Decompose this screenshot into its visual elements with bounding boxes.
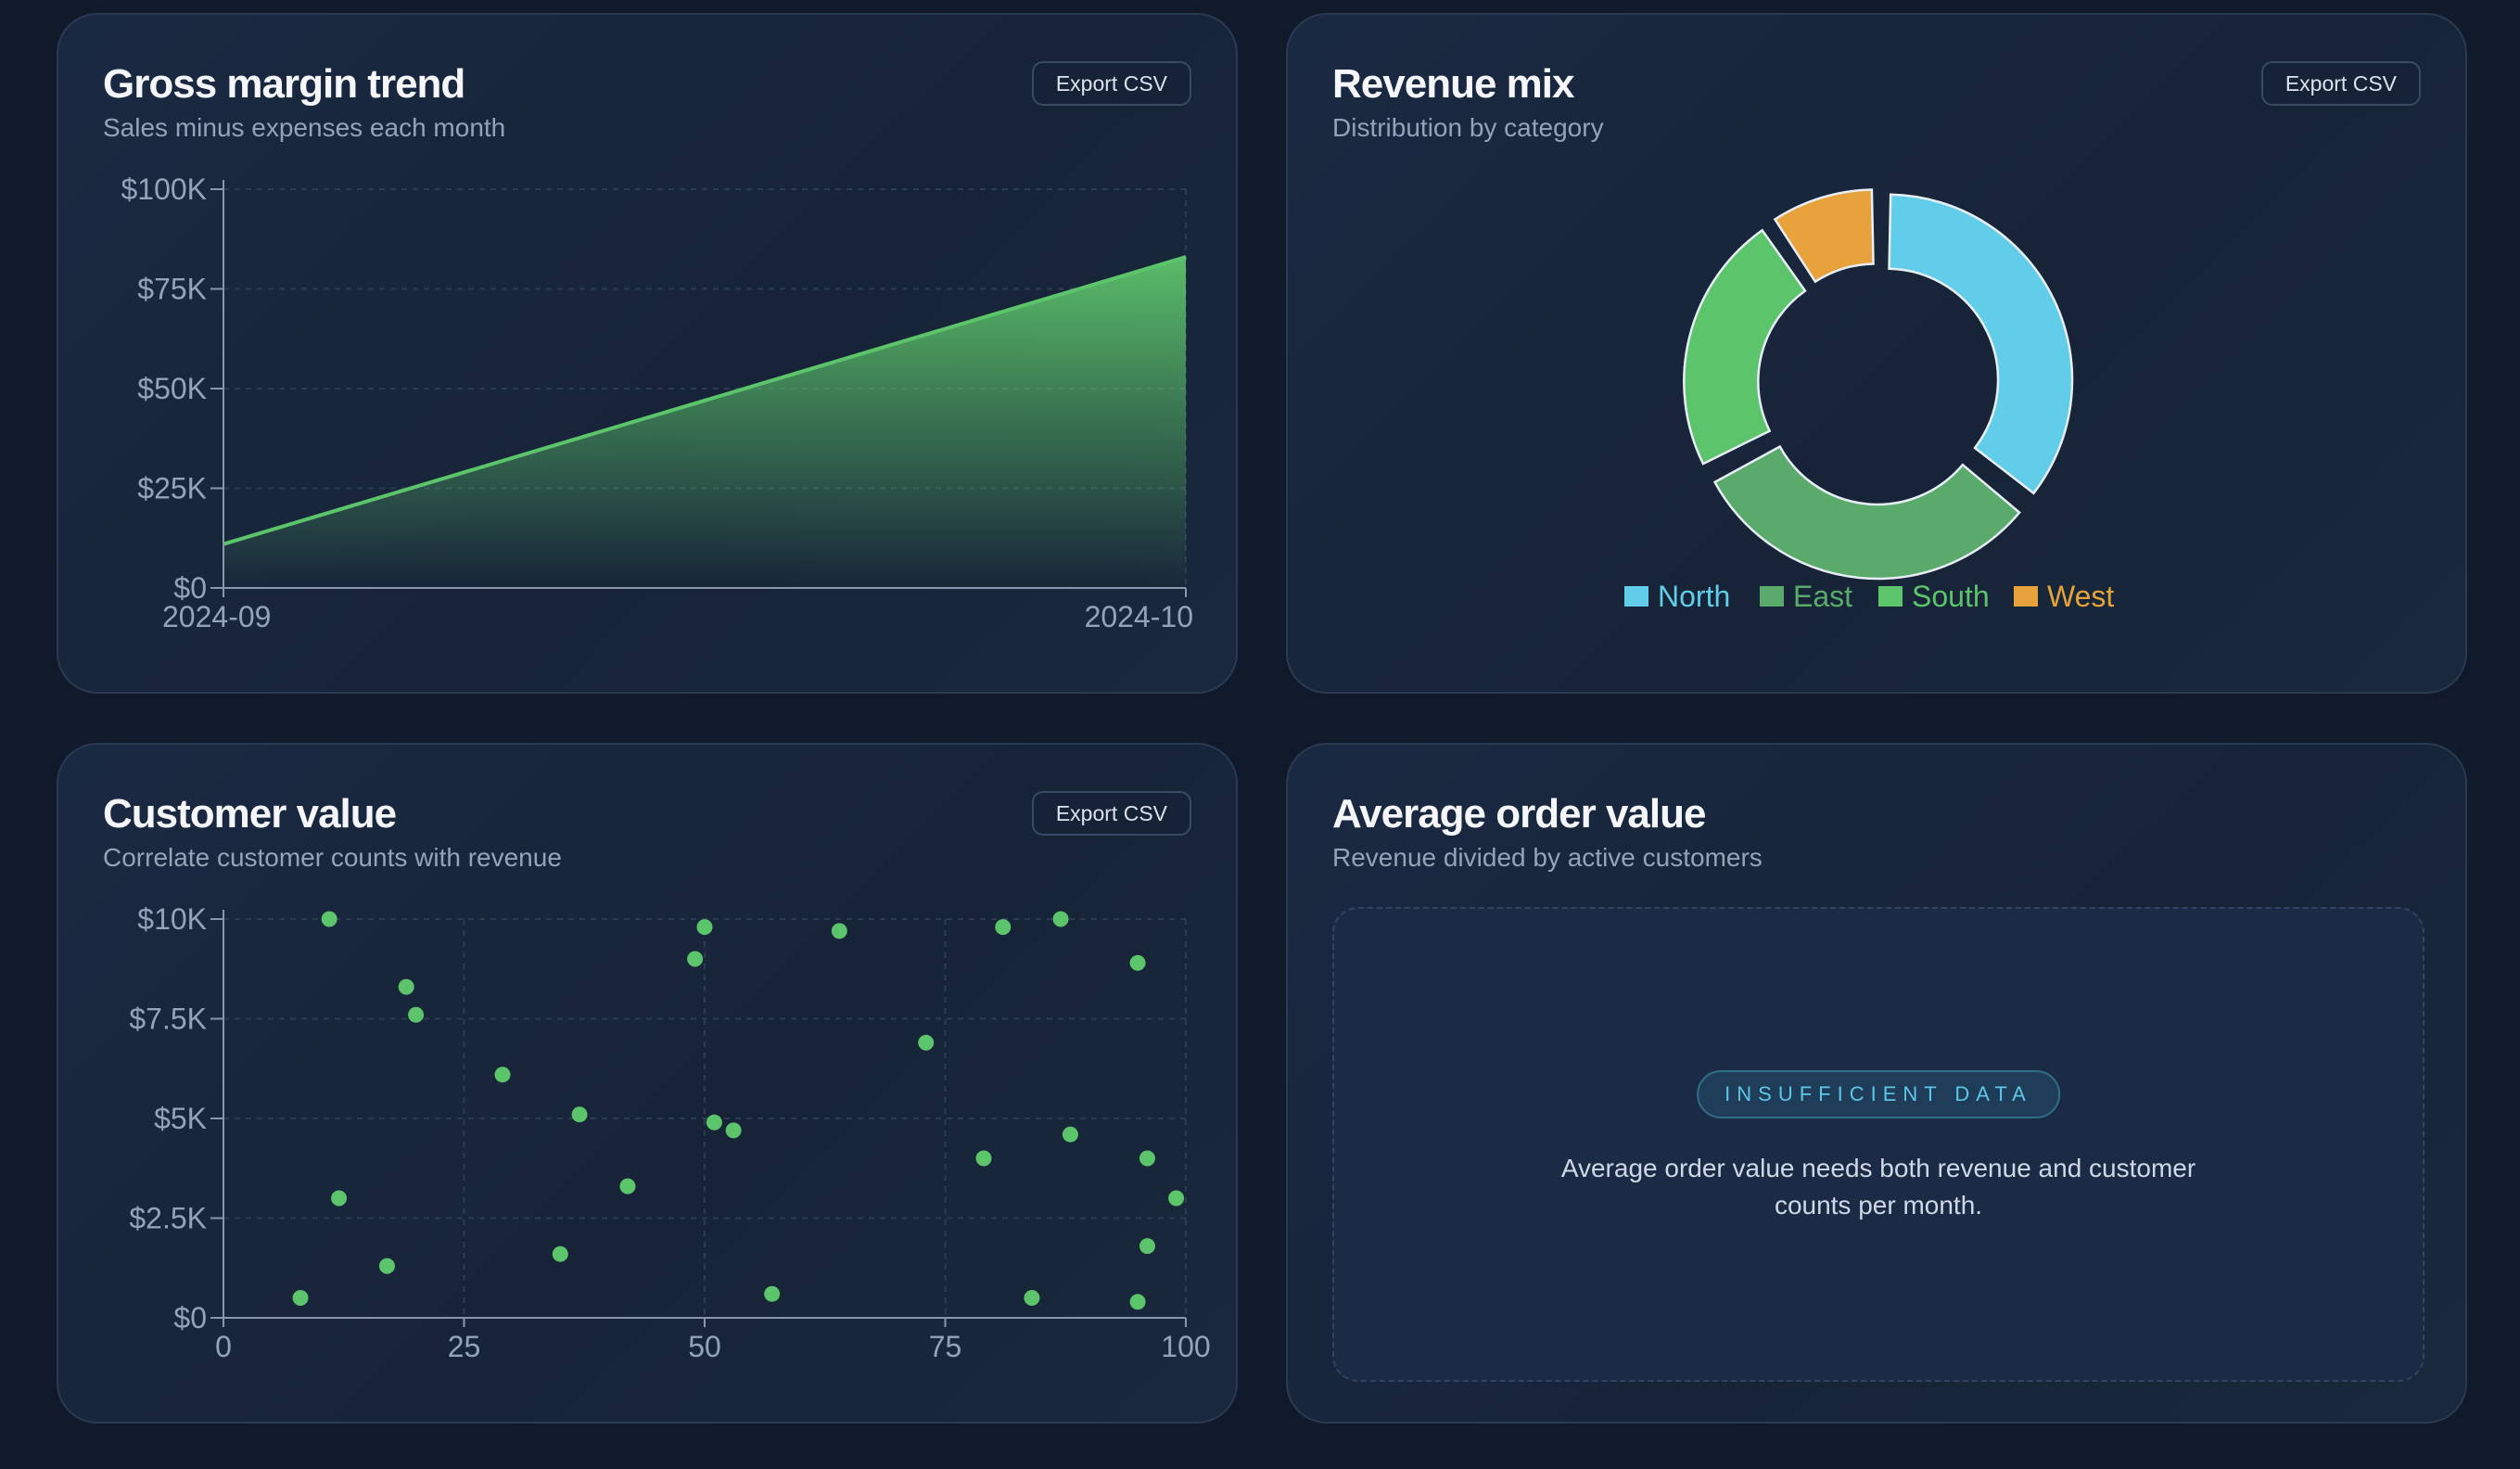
gross-margin-area-chart: $0 $25K $50K $75K $100K 2024-09 2024-10 [121, 172, 1193, 633]
x-tick-label: 0 [215, 1330, 232, 1363]
scatter-point [995, 919, 1012, 936]
y-tick-label: $7.5K [129, 1003, 207, 1036]
customer-value-scatter-chart: $0 $2.5K $5K $7.5K $10K 0 25 50 75 100 [129, 902, 1210, 1363]
scatter-point [918, 1034, 935, 1051]
area-fill [223, 257, 1186, 588]
x-tick-label: 100 [1161, 1330, 1210, 1363]
revenue-mix-donut-chart: North East South West [1624, 188, 2114, 613]
y-tick-label: $25K [137, 472, 207, 505]
scatter-point [975, 1150, 992, 1167]
legend-swatch-south [1878, 586, 1903, 607]
legend-swatch-east [1760, 586, 1784, 607]
scatter-point [1139, 1150, 1155, 1167]
donut-slice-south [1683, 228, 1807, 466]
card-title: Revenue mix [1332, 61, 1574, 107]
donut-slice-north [1888, 193, 2074, 495]
scatter-point [831, 923, 847, 939]
export-csv-button[interactable]: Export CSV [2260, 61, 2421, 106]
x-tick-label: 50 [688, 1330, 721, 1363]
scatter-point [696, 919, 713, 936]
y-tick-label: $0 [173, 571, 207, 605]
revenue-mix-card: Revenue mix Distribution by category Exp… [1286, 13, 2467, 694]
legend-label-east: East [1793, 580, 1852, 613]
export-csv-button[interactable]: Export CSV [1031, 61, 1191, 106]
card-title: Customer value [103, 791, 397, 837]
scatter-point [619, 1178, 636, 1194]
scatter-point [1139, 1238, 1155, 1255]
card-subtitle: Sales minus expenses each month [103, 113, 506, 142]
scatter-point [1052, 911, 1069, 927]
empty-state-panel: INSUFFICIENT DATA Average order value ne… [1332, 907, 2425, 1382]
area-line [223, 255, 1187, 546]
empty-state-message: Average order value needs both revenue a… [1560, 1154, 2196, 1220]
y-tick-label: $0 [173, 1301, 207, 1335]
scatter-point [331, 1190, 348, 1207]
legend-label-south: South [1912, 580, 1990, 613]
legend-swatch-north [1624, 586, 1648, 607]
card-subtitle: Distribution by category [1332, 113, 1604, 142]
y-tick-label: $5K [154, 1102, 207, 1135]
scatter-point [552, 1245, 568, 1262]
y-tick-label: $75K [137, 273, 207, 306]
scatter-point [1168, 1190, 1185, 1207]
legend-swatch-west [2014, 586, 2038, 607]
y-tick-label: $10K [137, 902, 207, 936]
card-subtitle: Revenue divided by active customers [1332, 843, 1763, 872]
scatter-point [1129, 954, 1146, 971]
donut-slice-east [1712, 444, 2021, 581]
scatter-point [292, 1290, 309, 1306]
export-csv-button[interactable]: Export CSV [1031, 791, 1191, 836]
scatter-point [1024, 1290, 1040, 1306]
x-tick-label: 25 [448, 1330, 481, 1363]
legend-label-north: North [1658, 580, 1730, 613]
legend-label-west: West [2047, 580, 2114, 613]
card-title: Average order value [1332, 791, 1706, 837]
scatter-point [321, 911, 337, 927]
scatter-point [706, 1114, 722, 1130]
customer-value-card: Customer value Correlate customer counts… [57, 743, 1238, 1424]
scatter-point [494, 1067, 511, 1083]
x-tick-label: 2024-10 [1085, 600, 1193, 633]
gross-margin-card: Gross margin trend Sales minus expenses … [57, 13, 1238, 694]
y-tick-label: $100K [121, 172, 207, 206]
scatter-point [408, 1006, 425, 1023]
y-tick-label: $2.5K [129, 1202, 207, 1235]
card-title: Gross margin trend [103, 61, 465, 107]
x-tick-label: 2024-09 [162, 600, 271, 633]
scatter-point [687, 951, 704, 967]
card-subtitle: Correlate customer counts with revenue [103, 843, 562, 872]
scatter-point [398, 978, 414, 995]
x-tick-label: 75 [929, 1330, 962, 1363]
donut-slice-west [1773, 188, 1875, 284]
scatter-point [1062, 1126, 1078, 1143]
scatter-point [764, 1285, 781, 1302]
scatter-point [725, 1122, 742, 1139]
y-tick-label: $50K [137, 372, 207, 405]
average-order-value-card: Average order value Revenue divided by a… [1286, 743, 2467, 1424]
scatter-point [571, 1106, 588, 1123]
scatter-point [1129, 1294, 1146, 1310]
insufficient-data-badge: INSUFFICIENT DATA [1697, 1070, 2060, 1118]
scatter-point [378, 1258, 395, 1274]
